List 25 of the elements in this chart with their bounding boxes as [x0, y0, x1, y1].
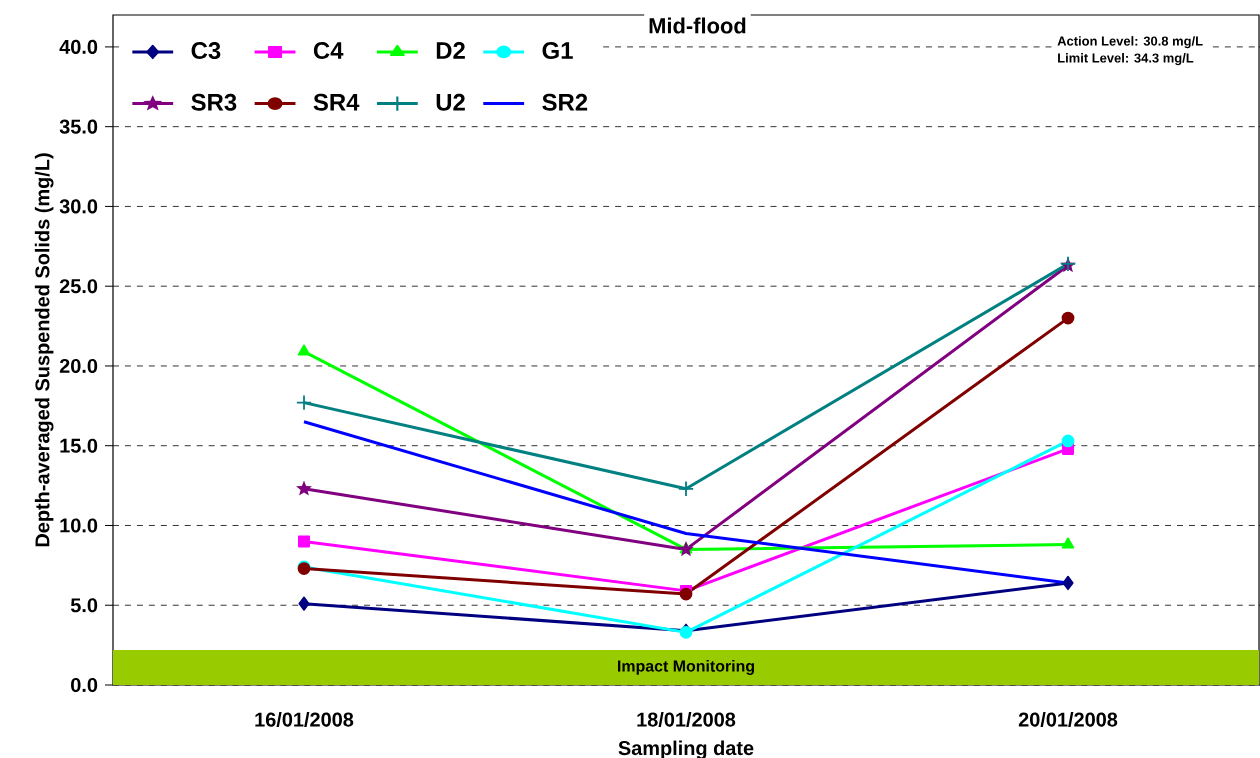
legend-label: SR4: [313, 93, 360, 111]
y-tick-label: 15.0: [60, 438, 98, 453]
band-label: Impact Monitoring: [618, 659, 754, 675]
legend-label: G1: [542, 42, 573, 60]
annotation: Limit Level: 34.3 mg/L: [1058, 53, 1194, 66]
chart-title: Mid-flood: [649, 17, 746, 34]
y-axis-title: Depth-averaged Suspended Solids (mg/L): [34, 153, 54, 547]
y-tick-label: 0.0: [71, 677, 98, 693]
y-tick-label: 35.0: [59, 119, 98, 134]
legend-label: C4: [313, 42, 344, 60]
x-tick-label: 16/01/2008: [255, 712, 354, 727]
legend-label: U2: [436, 93, 465, 111]
y-tick-label: 25.0: [59, 279, 98, 294]
x-tick-label: 20/01/2008: [1018, 712, 1118, 727]
x-tick-label: 18/01/2008: [637, 712, 736, 727]
y-tick-label: 40.0: [59, 39, 98, 54]
y-tick-label: 30.0: [59, 199, 98, 214]
legend-label: SR2: [542, 93, 588, 111]
y-tick-label: 20.0: [59, 358, 98, 373]
legend-label: D2: [436, 42, 465, 59]
y-tick-label: 10.0: [60, 518, 98, 533]
y-tick-label: 5.0: [70, 598, 98, 613]
legend-label: C3: [191, 42, 221, 60]
annotation: Action Level: 30.8 mg/L: [1057, 36, 1203, 49]
legend-label: SR3: [191, 93, 237, 111]
